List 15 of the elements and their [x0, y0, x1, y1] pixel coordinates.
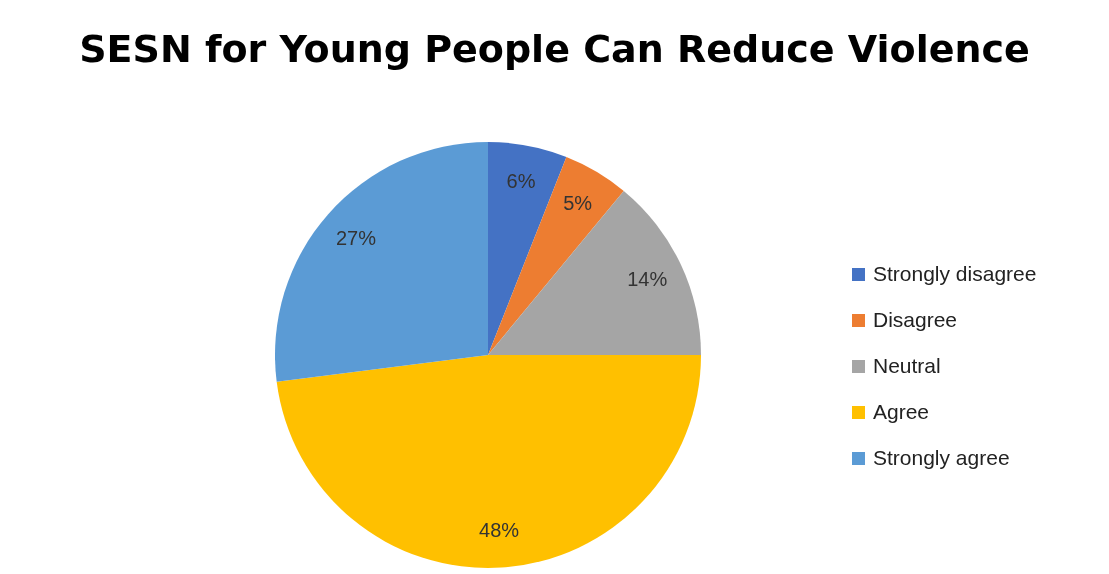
pie-slice: [276, 355, 701, 568]
legend-label: Strongly agree: [873, 445, 1010, 469]
pie-slice: [488, 156, 624, 355]
data-label: 6%: [506, 170, 536, 193]
data-label: 48%: [479, 518, 520, 541]
pie-slice: [275, 142, 488, 382]
pie-slice: [488, 190, 701, 355]
data-label: 14%: [627, 268, 668, 291]
legend-label: Disagree: [873, 307, 958, 331]
legend-label: Neutral: [873, 353, 941, 377]
chart-title: SESN for Young People Can Reduce Violence: [79, 27, 1030, 71]
legend-label: Strongly disagree: [873, 261, 1037, 285]
data-label: 27%: [335, 226, 377, 249]
data-label: 5%: [563, 191, 593, 214]
legend-label: Agree: [873, 399, 930, 423]
